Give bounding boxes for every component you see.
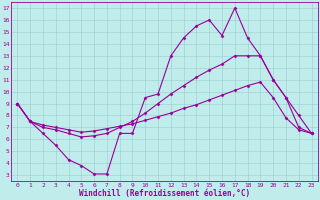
X-axis label: Windchill (Refroidissement éolien,°C): Windchill (Refroidissement éolien,°C) [79,189,250,198]
